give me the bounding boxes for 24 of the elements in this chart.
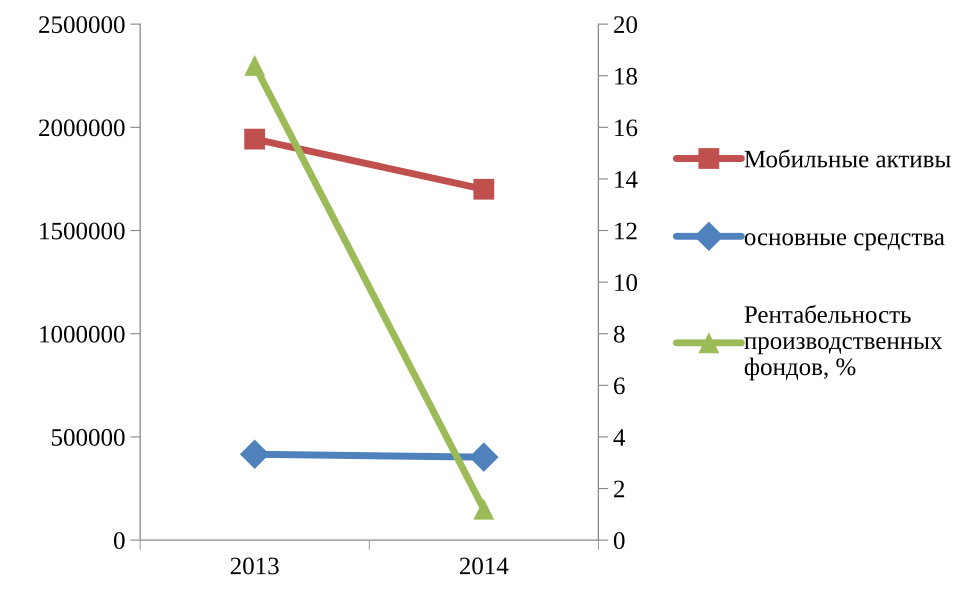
y2-tick-label: 16 [615, 119, 638, 136]
x-tick-label: 2014 [460, 558, 508, 574]
y2-tick-label: 20 [614, 16, 638, 34]
y2-tick-label: 8 [614, 326, 625, 343]
y2-tick-label: 6 [614, 377, 625, 394]
y2-tick-label: 2 [614, 480, 624, 498]
legend-label: Рентабельность производственных фондов, % [744, 304, 942, 380]
y-tick-label: 500000 [52, 428, 125, 446]
y-tick-label: 2500000 [39, 16, 125, 34]
legend-label: основные средства [744, 233, 945, 250]
y2-tick-label: 14 [615, 171, 638, 188]
point [473, 178, 494, 200]
y-tick-label: 1000000 [40, 326, 125, 343]
y2-tick-label: 12 [615, 222, 637, 240]
y2-tick-label: 4 [613, 429, 626, 446]
y-tick-label: 1500000 [40, 222, 125, 240]
y2-tick-label: 10 [615, 274, 638, 292]
y-tick-label: 2000000 [39, 119, 125, 136]
y-tick-label: 0 [114, 532, 125, 550]
x-tick-label: 2013 [230, 558, 279, 574]
y2-tick-label: 0 [614, 532, 625, 550]
y2-tick-label: 18 [615, 68, 638, 85]
point [244, 128, 266, 150]
legend-label: Мобильные активы [744, 149, 951, 168]
